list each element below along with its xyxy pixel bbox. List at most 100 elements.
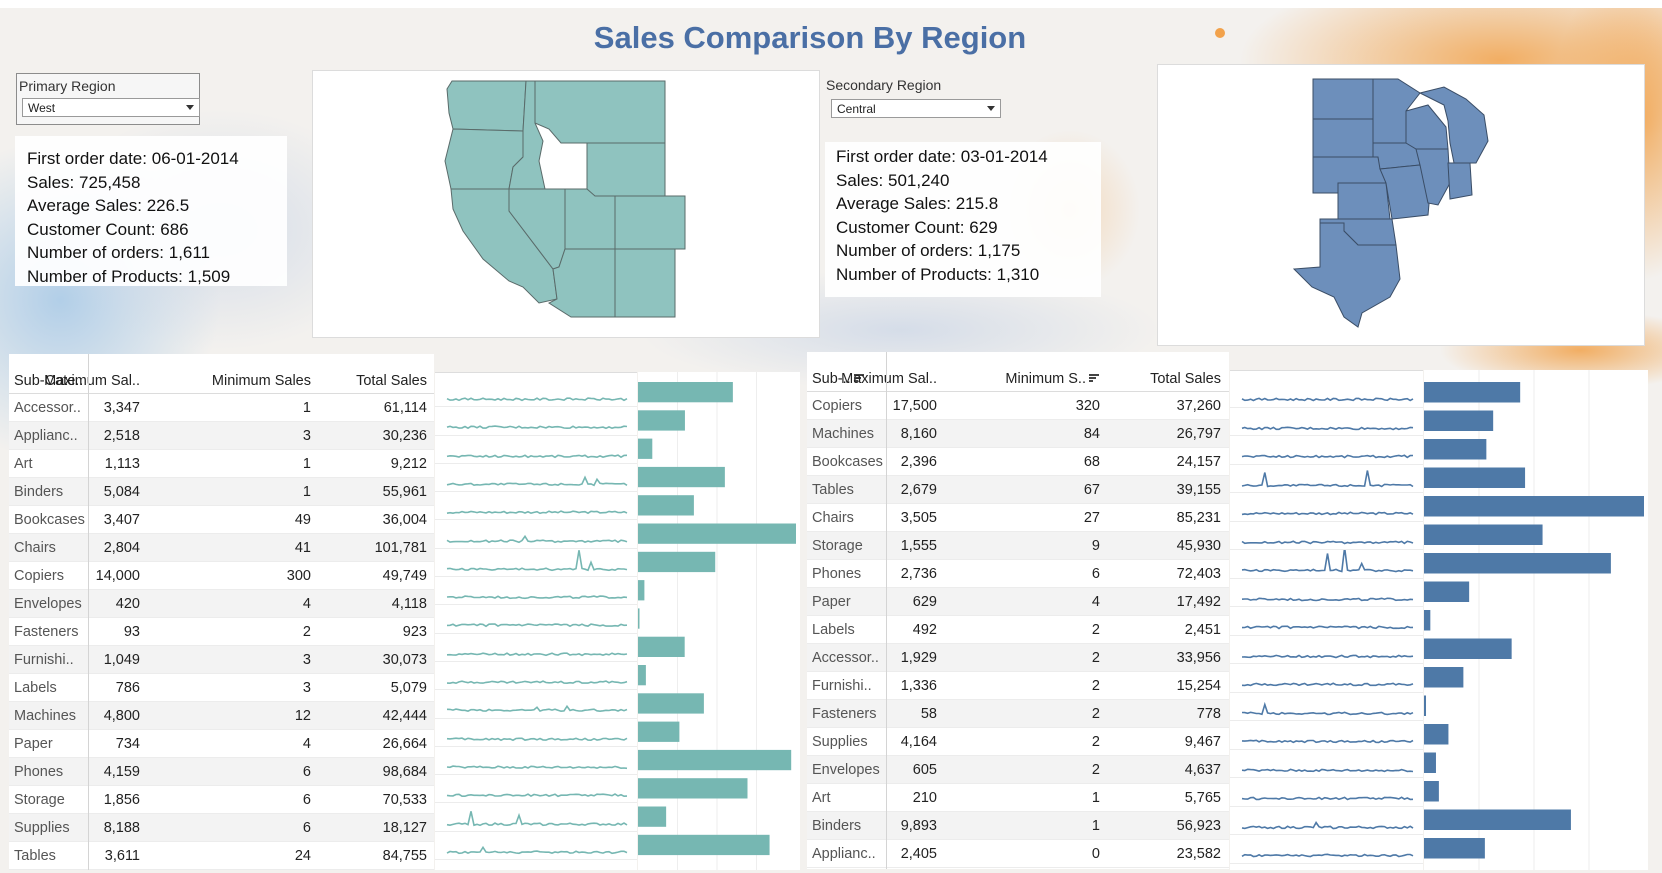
table-row[interactable]: Supplies 8,188 6 18,127 xyxy=(9,814,434,842)
primary-region-select[interactable]: West xyxy=(22,98,200,117)
bar[interactable] xyxy=(1424,752,1436,774)
central-region-map-shape[interactable] xyxy=(1158,65,1646,347)
bar[interactable] xyxy=(1424,496,1644,517)
bar[interactable] xyxy=(1424,581,1470,603)
column-header[interactable]: Sub-.. xyxy=(812,371,865,387)
bar[interactable] xyxy=(638,608,640,629)
bar[interactable] xyxy=(638,410,685,431)
bar[interactable] xyxy=(638,438,653,459)
column-header[interactable]: Maximum Sal.. xyxy=(44,373,140,389)
bar[interactable] xyxy=(1424,382,1521,403)
secondary-region-filter[interactable]: Secondary Region Central xyxy=(826,77,1006,118)
sparkline-path xyxy=(1241,596,1414,601)
table-row[interactable]: Envelopes 605 2 4,637 xyxy=(807,756,1229,784)
bar[interactable] xyxy=(638,834,770,856)
table-row[interactable]: Storage 1,555 9 45,930 xyxy=(807,532,1229,560)
table-row[interactable]: Phones 4,159 6 98,684 xyxy=(9,758,434,786)
secondary-region-map[interactable] xyxy=(1157,64,1645,346)
bar[interactable] xyxy=(1424,439,1487,460)
bar[interactable] xyxy=(1424,410,1494,432)
column-header[interactable]: Total Sales xyxy=(356,373,427,389)
table-row[interactable]: Chairs 2,804 41 101,781 xyxy=(9,534,434,562)
table-row[interactable]: Phones 2,736 6 72,403 xyxy=(807,560,1229,588)
primary-region-map[interactable] xyxy=(312,70,820,338)
column-header[interactable]: Maximum Sal.. xyxy=(841,371,937,387)
bar[interactable] xyxy=(1424,781,1439,802)
table-row[interactable]: Envelopes 420 4 4,118 xyxy=(9,590,434,618)
bar[interactable] xyxy=(1424,524,1543,546)
bar[interactable] xyxy=(638,466,725,488)
table-row[interactable]: Accessor.. 3,347 1 61,114 xyxy=(9,394,434,422)
chevron-down-icon[interactable] xyxy=(987,106,995,111)
table-row[interactable]: Machines 8,160 84 26,797 xyxy=(807,420,1229,448)
bar[interactable] xyxy=(638,580,645,601)
sort-icon[interactable] xyxy=(853,374,865,384)
table-row[interactable]: Tables 2,679 67 39,155 xyxy=(807,476,1229,504)
bar[interactable] xyxy=(638,778,748,799)
bar[interactable] xyxy=(638,749,792,771)
table-row[interactable]: Tables 3,611 24 84,755 xyxy=(9,842,434,870)
bar[interactable] xyxy=(638,523,796,544)
bar[interactable] xyxy=(1424,610,1431,631)
bar[interactable] xyxy=(1424,695,1427,717)
table-row[interactable]: Art 210 1 5,765 xyxy=(807,784,1229,812)
table-row[interactable]: Labels 786 3 5,079 xyxy=(9,674,434,702)
bar[interactable] xyxy=(638,693,704,714)
bar[interactable] xyxy=(638,806,667,827)
table-row[interactable]: Labels 492 2 2,451 xyxy=(807,616,1229,644)
table-row[interactable]: Binders 9,893 1 56,923 xyxy=(807,812,1229,840)
bar[interactable] xyxy=(1424,553,1611,574)
chevron-down-icon[interactable] xyxy=(186,105,194,110)
table-row[interactable]: Fasteners 58 2 778 xyxy=(807,700,1229,728)
bar[interactable] xyxy=(638,551,716,573)
total-sales-cell: 70,533 xyxy=(382,792,427,808)
max-sales-cell: 629 xyxy=(912,594,937,610)
bar[interactable] xyxy=(1424,638,1512,660)
sub-category-cell: Copiers xyxy=(812,398,862,414)
column-header[interactable]: Minimum S.. xyxy=(1005,371,1100,387)
table-row[interactable]: Copiers 17,500 320 37,260 xyxy=(807,392,1229,420)
bar[interactable] xyxy=(1424,467,1526,489)
table-row[interactable]: Supplies 4,164 2 9,467 xyxy=(807,728,1229,756)
table-row[interactable]: Bookcases 3,407 49 36,004 xyxy=(9,506,434,534)
secondary-region-select[interactable]: Central xyxy=(831,99,1001,118)
secondary-total-sales-bars xyxy=(1424,370,1648,870)
column-header[interactable]: Minimum Sales xyxy=(212,373,311,389)
column-header[interactable]: Sub-Cate.. xyxy=(14,373,83,389)
bar[interactable] xyxy=(1424,838,1485,859)
primary-sales-trend-sparklines xyxy=(435,372,637,870)
min-sales-cell: 3 xyxy=(302,680,311,696)
max-sales-cell: 2,679 xyxy=(900,482,937,498)
table-row[interactable]: Fasteners 93 2 923 xyxy=(9,618,434,646)
table-row[interactable]: Paper 734 4 26,664 xyxy=(9,730,434,758)
table-row[interactable]: Bookcases 2,396 68 24,157 xyxy=(807,448,1229,476)
bar[interactable] xyxy=(638,382,733,403)
west-region-map-shape[interactable] xyxy=(313,71,821,339)
table-row[interactable]: Storage 1,856 6 70,533 xyxy=(9,786,434,814)
column-header[interactable]: Total Sales xyxy=(1150,371,1221,387)
sparkline xyxy=(435,832,637,861)
table-row[interactable]: Machines 4,800 12 42,444 xyxy=(9,702,434,730)
bar[interactable] xyxy=(638,495,694,516)
table-row[interactable]: Applianc.. 2,405 0 23,582 xyxy=(807,840,1229,868)
table-row[interactable]: Furnishi.. 1,336 2 15,254 xyxy=(807,672,1229,700)
table-row[interactable]: Paper 629 4 17,492 xyxy=(807,588,1229,616)
bar[interactable] xyxy=(638,665,646,686)
max-sales-cell: 4,164 xyxy=(900,734,937,750)
table-row[interactable]: Binders 5,084 1 55,961 xyxy=(9,478,434,506)
bar[interactable] xyxy=(1424,724,1449,745)
bar[interactable] xyxy=(638,721,680,742)
table-row[interactable]: Furnishi.. 1,049 3 30,073 xyxy=(9,646,434,674)
table-row[interactable]: Accessor.. 1,929 2 33,956 xyxy=(807,644,1229,672)
bar[interactable] xyxy=(638,636,685,657)
table-row[interactable]: Chairs 3,505 27 85,231 xyxy=(807,504,1229,532)
primary-region-filter[interactable]: Primary Region West xyxy=(16,73,200,125)
table-row[interactable]: Copiers 14,000 300 49,749 xyxy=(9,562,434,590)
table-row[interactable]: Art 1,113 1 9,212 xyxy=(9,450,434,478)
sparkline xyxy=(1230,493,1423,522)
table-row[interactable]: Applianc.. 2,518 3 30,236 xyxy=(9,422,434,450)
sort-icon[interactable] xyxy=(1089,374,1100,384)
bar[interactable] xyxy=(1424,809,1571,831)
bar[interactable] xyxy=(1424,667,1464,688)
sparkline xyxy=(1230,636,1423,664)
